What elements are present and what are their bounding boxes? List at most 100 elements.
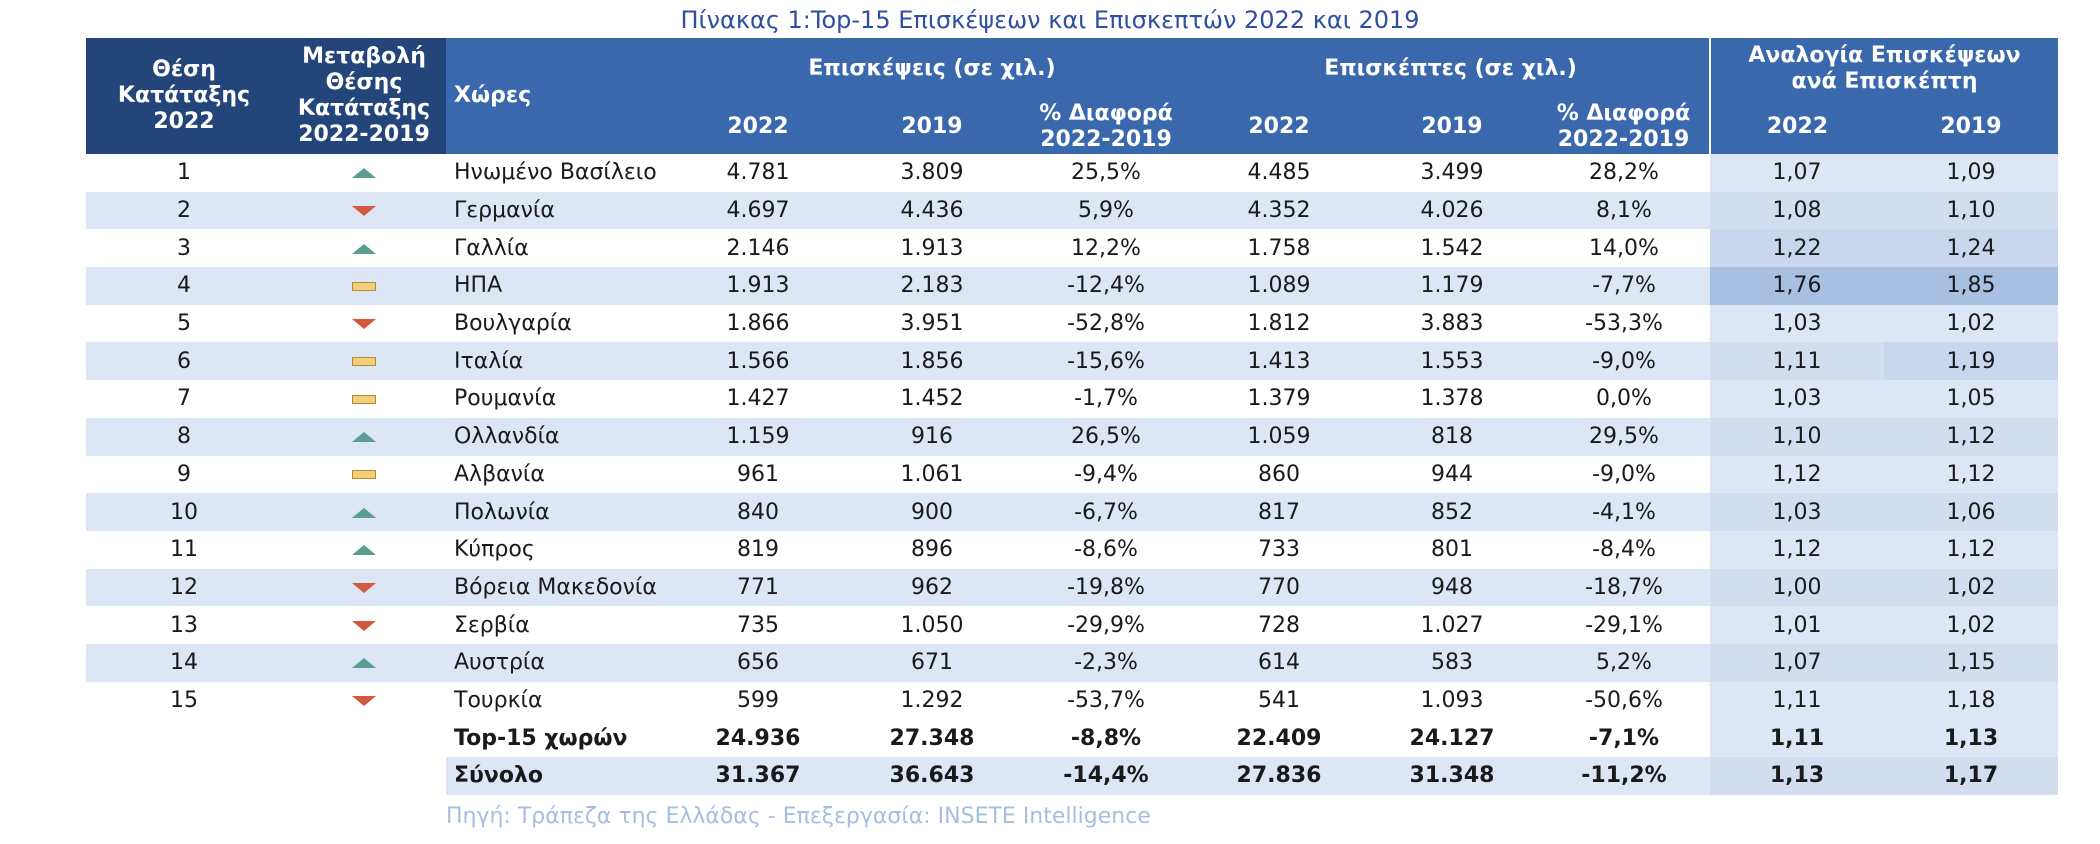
rank-change-cell <box>282 267 446 305</box>
total-cell-ed: -7,1% <box>1588 725 1660 751</box>
value-cell-e22: 541 <box>1258 687 1300 713</box>
country-cell: Αυστρία <box>446 643 672 682</box>
triangle-up-icon <box>352 507 376 518</box>
source-note: Πηγή: Τράπεζα της Ελλάδας - Επεξεργασία:… <box>446 804 1151 829</box>
value-cell-vd: -15,6% <box>1020 342 1192 381</box>
ratio-2022-cell: 1,08 <box>1710 191 1884 230</box>
value-cell-ed: -9,0% <box>1538 342 1710 381</box>
ratio-2019-cell: 1,12 <box>1884 455 2058 494</box>
value-cell-e19: 3.883 <box>1420 311 1484 337</box>
value-cell-v19: 671 <box>844 643 1020 682</box>
value-cell-v22: 1.913 <box>672 267 844 305</box>
total-label-cell: Top-15 χωρών <box>454 725 628 751</box>
value-cell-e19: 1.378 <box>1420 386 1484 412</box>
table-row: 15 Τουρκία 599 1.292 -53,7% 541 1.093 -50,6% 1,1… <box>86 681 2058 720</box>
value-cell-v19: 3.951 <box>900 311 964 337</box>
triangle-down-icon <box>352 620 376 631</box>
value-cell-e19: 1.093 <box>1420 687 1484 713</box>
rank-change-cell <box>282 643 446 682</box>
value-cell-vd: -9,4% <box>1074 461 1138 487</box>
dash-icon <box>352 357 376 367</box>
value-cell-e22: 733 <box>1258 537 1300 563</box>
value-cell-v19: 1.050 <box>900 612 964 638</box>
dash-icon <box>352 470 376 480</box>
total-cell-v22: 24.936 <box>715 725 801 751</box>
ratio-2019-cell: 1,24 <box>1884 229 2058 268</box>
empty-cell <box>86 719 282 757</box>
ratio-2019-cell: 1,15 <box>1884 643 2058 682</box>
rank-cell: 8 <box>86 417 282 456</box>
value-cell-v19: 4.436 <box>844 191 1020 230</box>
value-cell-vd: -53,7% <box>1067 687 1145 713</box>
value-cell-e22: 1.812 <box>1247 311 1311 337</box>
rank-change-cell <box>282 380 446 418</box>
value-cell-ed: -4,1% <box>1538 493 1710 531</box>
value-cell-e22: 728 <box>1258 612 1300 638</box>
country-cell: Ηνωμένο Βασίλειο <box>454 160 657 186</box>
header-change: Μεταβολή Θέσης Κατάταξης 2022-2019 <box>282 38 446 154</box>
ratio-2022-cell: 1,22 <box>1710 229 1884 268</box>
table-row: 9 Αλβανία 961 1.061 -9,4% 860 944 -9,0% 1,12 1,12 <box>86 455 2058 494</box>
value-cell-vd: 12,2% <box>1071 235 1141 261</box>
value-cell-v22: 4.697 <box>672 191 844 230</box>
country-cell: Ρουμανία <box>454 386 557 412</box>
table-row: 13 Σερβία 735 1.050 -29,9% 728 1.027 -29,1% 1,01… <box>86 606 2058 644</box>
value-cell-v19: 2.183 <box>844 267 1020 305</box>
total-cell-e22: 27.836 <box>1192 757 1366 795</box>
ratio-2019-cell: 1,02 <box>1884 304 2058 343</box>
value-cell-e22: 860 <box>1258 461 1300 487</box>
header-visits-group: Επισκέψεις (σε χιλ.) <box>672 38 1192 100</box>
value-cell-ed: -53,3% <box>1585 311 1663 337</box>
rank-cell: 13 <box>170 612 198 638</box>
header-ratio-group: Αναλογία Επισκέψεων ανά Επισκέπτη <box>1709 38 2058 100</box>
rank-cell: 15 <box>170 687 198 713</box>
total-ratio-2022-cell: 1,13 <box>1710 757 1884 795</box>
value-cell-ed: 14,0% <box>1589 235 1659 261</box>
value-cell-ed: -7,7% <box>1538 267 1710 305</box>
header-ratio-2019: 2019 <box>1884 100 2058 154</box>
value-cell-v19: 1.292 <box>900 687 964 713</box>
triangle-down-icon <box>352 319 376 330</box>
rank-change-cell <box>282 682 446 720</box>
table-header: Θέση Κατάταξης 2022 Μεταβολή Θέσης Κατάτ… <box>86 38 2058 154</box>
value-cell-v19: 900 <box>844 493 1020 531</box>
value-cell-v22: 961 <box>737 461 779 487</box>
value-cell-e19: 1.179 <box>1366 267 1538 305</box>
table-row: 5 Βουλγαρία 1.866 3.951 -52,8% 1.812 3.883 -53,… <box>86 304 2058 343</box>
header-visitors-diff: % Διαφορά 2022-2019 <box>1538 100 1710 154</box>
value-cell-v22: 771 <box>672 568 844 607</box>
ratio-2022-cell: 1,12 <box>1710 455 1884 494</box>
total-cell-e19: 31.348 <box>1366 757 1538 795</box>
value-cell-vd: -52,8% <box>1067 311 1145 337</box>
table-row: 1 Ηνωμένο Βασίλειο 4.781 3.809 25,5% 4.485 3.4… <box>86 154 2058 192</box>
value-cell-v22: 1.159 <box>672 417 844 456</box>
header-ratio-2022: 2022 <box>1709 100 1884 154</box>
total-ratio-2019-cell: 1,17 <box>1884 757 2058 795</box>
table-row: 3 Γαλλία 2.146 1.913 12,2% 1.758 1.542 14,0% 1,2… <box>86 229 2058 268</box>
value-cell-vd: -6,7% <box>1020 493 1192 531</box>
total-cell-vd: -14,4% <box>1020 757 1192 795</box>
table-body: 1 Ηνωμένο Βασίλειο 4.781 3.809 25,5% 4.485 3.4… <box>86 154 2058 795</box>
value-cell-ed: -18,7% <box>1538 568 1710 607</box>
value-cell-e22: 1.413 <box>1192 342 1366 381</box>
triangle-down-icon <box>352 695 376 706</box>
value-cell-e19: 818 <box>1366 417 1538 456</box>
rank-change-cell <box>282 493 446 531</box>
value-cell-vd: -1,7% <box>1074 386 1138 412</box>
rank-change-cell <box>282 568 446 607</box>
value-cell-e22: 817 <box>1192 493 1366 531</box>
value-cell-e19: 4.026 <box>1366 191 1538 230</box>
value-cell-ed: -9,0% <box>1592 461 1656 487</box>
value-cell-vd: -8,6% <box>1074 537 1138 563</box>
rank-cell: 12 <box>86 568 282 607</box>
ratio-2019-cell: 1,18 <box>1884 681 2058 720</box>
header-rank: Θέση Κατάταξης 2022 <box>86 38 282 154</box>
total-cell-ed: -11,2% <box>1538 757 1710 795</box>
triangle-down-icon <box>352 582 376 593</box>
country-cell: Κύπρος <box>454 537 535 563</box>
value-cell-e19: 1.542 <box>1420 235 1484 261</box>
ratio-2022-cell: 1,76 <box>1710 267 1884 305</box>
value-cell-v22: 1.566 <box>672 342 844 381</box>
grand-total-row: Σύνολο 31.367 36.643 -14,4% 27.836 31.348 -11,… <box>86 757 2058 795</box>
header-visits-2022: 2022 <box>672 100 844 154</box>
